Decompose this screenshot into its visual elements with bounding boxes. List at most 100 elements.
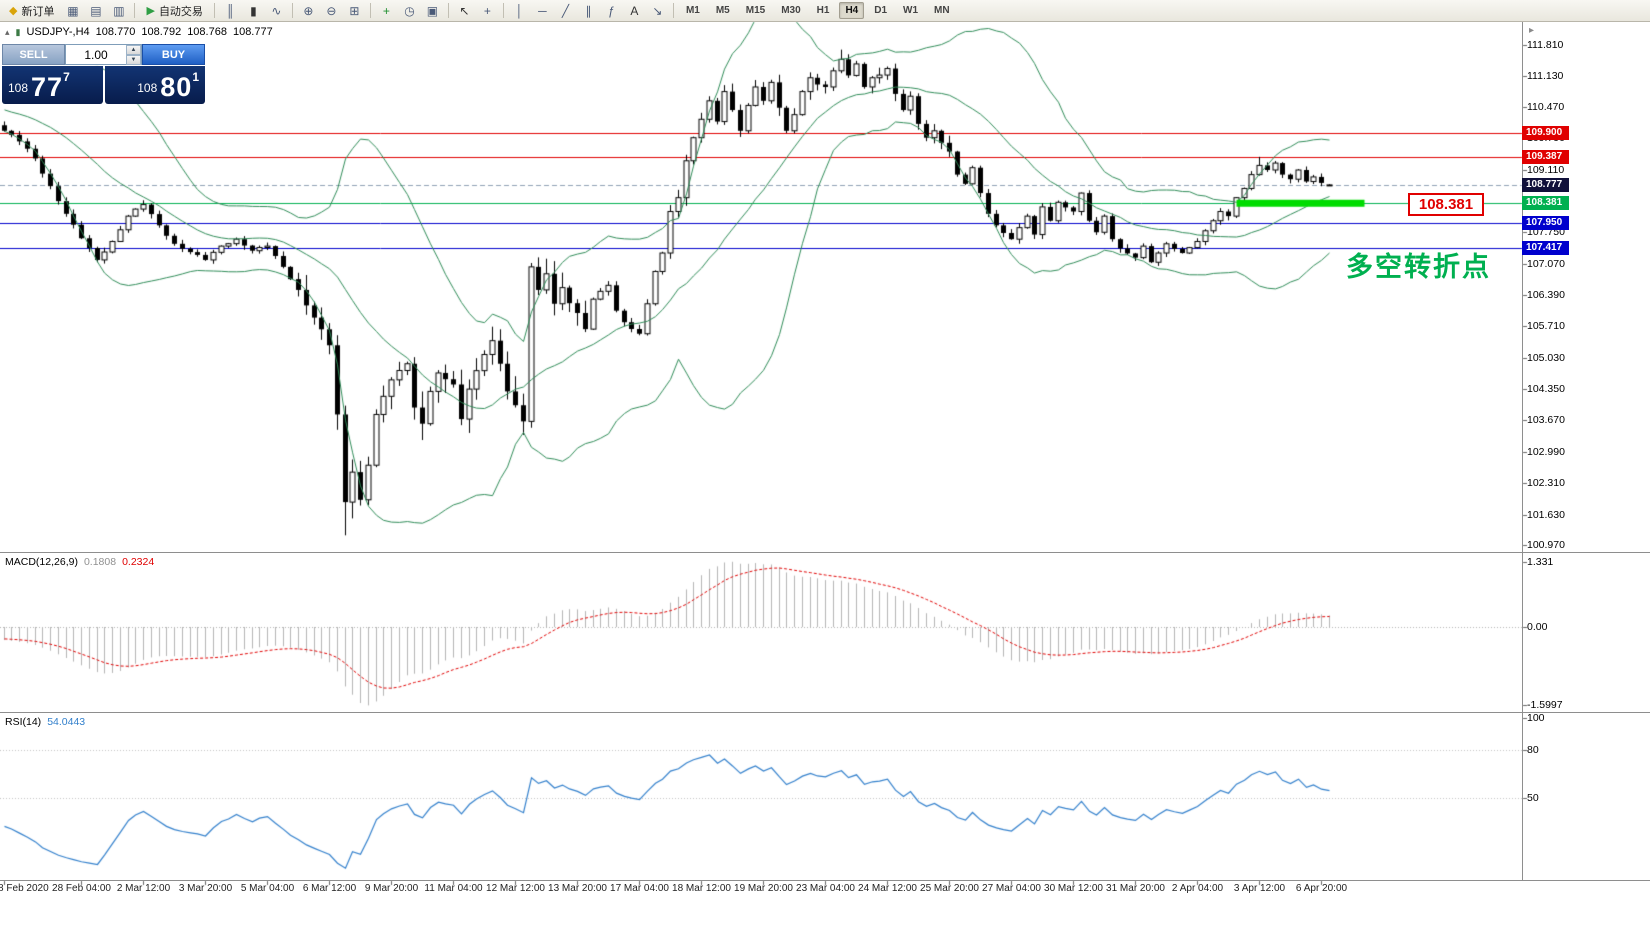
time-axis-label: 28 Feb 2020 bbox=[0, 883, 49, 894]
market-watch-icon[interactable]: ▥ bbox=[108, 2, 129, 20]
vertical-line-icon[interactable]: │ bbox=[509, 2, 530, 20]
time-axis-label: 2 Mar 12:00 bbox=[116, 883, 171, 894]
bar-chart-icon: ║ bbox=[226, 3, 235, 18]
sell-price-sup: 7 bbox=[63, 70, 70, 84]
sell-price-main: 108 bbox=[8, 81, 29, 95]
buy-button[interactable]: BUY bbox=[142, 44, 205, 65]
candlestick-chart-icon[interactable]: ▮ bbox=[243, 2, 264, 20]
volume-down-icon[interactable]: ▼ bbox=[126, 55, 141, 65]
autotrading-play-icon: ▶ bbox=[146, 5, 155, 17]
scroll-to-end-icon[interactable]: ▸ bbox=[1529, 25, 1535, 36]
toolbar-separator bbox=[291, 3, 293, 18]
time-axis-label: 3 Apr 12:00 bbox=[1233, 883, 1286, 894]
price-axis-tick: 111.130 bbox=[1527, 70, 1564, 83]
time-axis-label: 23 Mar 04:00 bbox=[796, 883, 855, 894]
time-axis-separator bbox=[0, 880, 1650, 881]
market-watch-icon: ▥ bbox=[113, 3, 125, 18]
sell-price-big: 77 bbox=[31, 72, 64, 102]
new-order-button[interactable]: ◆ 新订单 bbox=[3, 2, 60, 20]
time-axis-label: 13 Mar 20:00 bbox=[548, 883, 607, 894]
sell-button[interactable]: SELL bbox=[2, 44, 65, 65]
trendline-icon[interactable]: ╱ bbox=[555, 2, 576, 20]
zoom-in-icon[interactable]: ⊕ bbox=[298, 2, 319, 20]
price-axis-tick: 104.350 bbox=[1527, 383, 1565, 396]
quote-close: 108.777 bbox=[232, 26, 273, 38]
zoom-out-icon[interactable]: ⊖ bbox=[321, 2, 342, 20]
price-axis-tick: 110.470 bbox=[1527, 100, 1565, 113]
autotrading-button[interactable]: ▶ 自动交易 bbox=[140, 2, 208, 20]
tile-windows-icon[interactable]: ⊞ bbox=[344, 2, 365, 20]
new-order-button-label: 新订单 bbox=[21, 5, 55, 18]
buy-price-big: 80 bbox=[160, 72, 193, 102]
arrow-tools-icon[interactable]: ↘ bbox=[647, 2, 668, 20]
time-axis-label: 3 Mar 20:00 bbox=[178, 883, 233, 894]
macd-panel-separator[interactable] bbox=[0, 552, 1650, 553]
equidistant-channel-icon[interactable]: ∥ bbox=[578, 2, 599, 20]
timeframe-W1[interactable]: W1 bbox=[903, 5, 919, 16]
rsi-axis-tick: 100 bbox=[1527, 712, 1545, 724]
buy-price-display[interactable]: 108 80 1 bbox=[104, 66, 205, 104]
macd-value-main: 0.1808 bbox=[83, 556, 117, 568]
timeframe-H4[interactable]: H4 bbox=[839, 2, 865, 19]
support-price-label[interactable]: 108.381 bbox=[1408, 193, 1484, 216]
collapse-one-click-icon[interactable]: ▴ bbox=[5, 26, 10, 37]
text-label-icon: A bbox=[630, 3, 639, 18]
timeframe-M5[interactable]: M5 bbox=[715, 5, 730, 16]
price-axis-tick: 102.990 bbox=[1527, 445, 1565, 458]
text-label-icon[interactable]: A bbox=[624, 2, 645, 20]
quote-line: ▴ ▮ USDJPY-,H4 108.770 108.792 108.768 1… bbox=[5, 26, 273, 38]
price-axis-tick: 100.970 bbox=[1527, 539, 1565, 551]
price-axis-tick: 102.310 bbox=[1527, 477, 1565, 490]
indicators-add-icon[interactable]: + bbox=[376, 2, 397, 20]
price-axis-tick: 103.670 bbox=[1527, 414, 1565, 427]
time-axis-label: 6 Mar 12:00 bbox=[302, 883, 357, 894]
time-axis-label: 24 Mar 12:00 bbox=[858, 883, 917, 894]
timeframe-D1[interactable]: D1 bbox=[874, 5, 888, 16]
sell-price-display[interactable]: 108 77 7 bbox=[2, 66, 103, 104]
toolbar-separator bbox=[502, 3, 504, 18]
horizontal-line-icon[interactable]: ─ bbox=[532, 2, 553, 20]
crosshair-icon[interactable]: + bbox=[477, 2, 498, 20]
time-axis-label: 19 Mar 20:00 bbox=[734, 883, 793, 894]
crosshair-icon: + bbox=[483, 3, 491, 18]
volume-value[interactable]: 1.00 bbox=[84, 47, 108, 62]
bar-chart-icon[interactable]: ║ bbox=[220, 2, 241, 20]
period-clock-icon[interactable]: ◷ bbox=[399, 2, 420, 20]
toolbar-separator bbox=[134, 3, 136, 18]
timeframe-H1[interactable]: H1 bbox=[816, 5, 830, 16]
volume-up-icon[interactable]: ▲ bbox=[126, 45, 141, 55]
templates-icon[interactable]: ▣ bbox=[422, 2, 443, 20]
fibonacci-icon[interactable]: ƒ bbox=[601, 2, 622, 20]
price-tag-108.777: 108.777 bbox=[1522, 177, 1569, 192]
line-chart-icon[interactable]: ∿ bbox=[266, 2, 287, 20]
macd-value-signal: 0.2324 bbox=[122, 556, 155, 568]
vertical-line-icon: │ bbox=[515, 3, 524, 18]
cursor-icon[interactable]: ↖ bbox=[454, 2, 475, 20]
price-axis-tick: 107.070 bbox=[1527, 257, 1565, 270]
price-axis-tick: 111.810 bbox=[1527, 39, 1564, 51]
price-tag-109.900: 109.900 bbox=[1522, 126, 1569, 141]
time-axis-label: 27 Mar 04:00 bbox=[982, 883, 1041, 894]
time-axis-label: 18 Mar 12:00 bbox=[672, 883, 731, 894]
timeframe-M1[interactable]: M1 bbox=[685, 5, 700, 16]
profiles-icon: ▤ bbox=[90, 3, 102, 18]
profiles-icon[interactable]: ▤ bbox=[85, 2, 106, 20]
time-axis-label: 9 Mar 20:00 bbox=[364, 883, 419, 894]
time-axis-label: 17 Mar 04:00 bbox=[610, 883, 669, 894]
volume-field[interactable]: 1.00 ▲ ▼ bbox=[65, 44, 142, 65]
order-diamond-icon: ◆ bbox=[9, 5, 18, 17]
timeframe-MN[interactable]: MN bbox=[934, 5, 950, 16]
timeframe-M30[interactable]: M30 bbox=[781, 5, 801, 16]
rsi-panel-separator[interactable] bbox=[0, 712, 1650, 713]
price-axis-tick: 101.630 bbox=[1527, 508, 1565, 521]
timeframe-M15[interactable]: M15 bbox=[745, 5, 766, 16]
price-axis-tick: 105.710 bbox=[1527, 320, 1565, 333]
templates-icon: ▣ bbox=[426, 3, 439, 18]
turning-point-note[interactable]: 多空转折点 bbox=[1346, 252, 1491, 282]
macd-label: MACD(12,26,9) 0.1808 0.2324 bbox=[5, 556, 154, 568]
equidistant-channel-icon: ∥ bbox=[585, 3, 592, 18]
time-axis-label: 25 Mar 20:00 bbox=[920, 883, 979, 894]
buy-price-sup: 1 bbox=[192, 70, 199, 84]
charts-grid-icon[interactable]: ▦ bbox=[62, 2, 83, 20]
